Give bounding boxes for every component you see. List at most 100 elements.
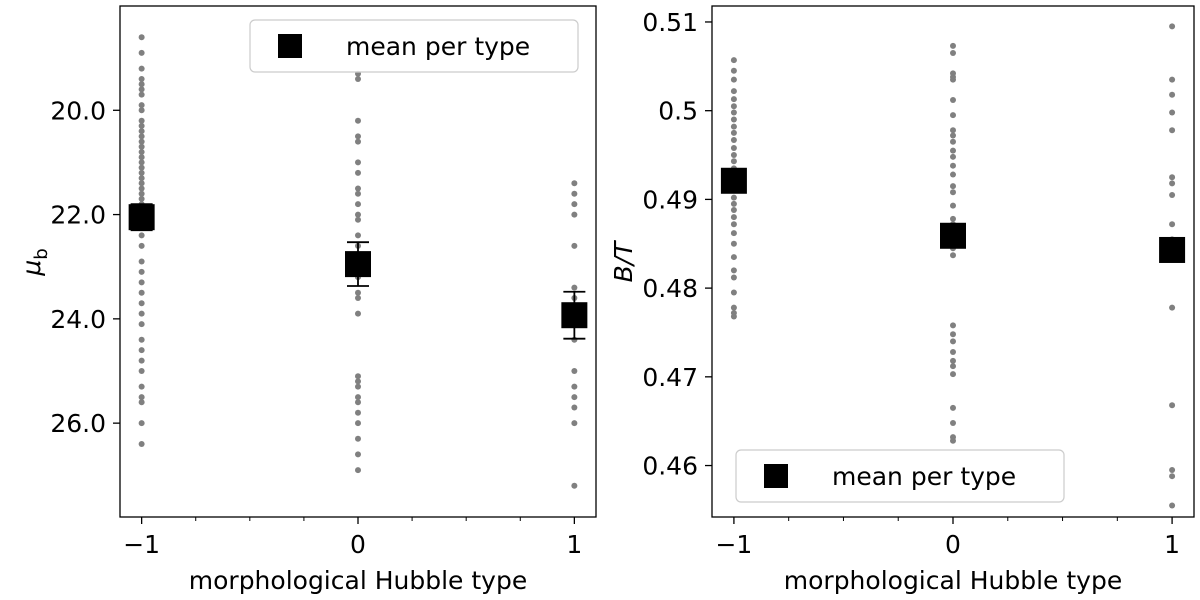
data-point bbox=[138, 242, 145, 249]
y-tick-label: 0.48 bbox=[642, 274, 698, 303]
data-point bbox=[730, 221, 737, 228]
y-axis-label: μb bbox=[17, 248, 52, 276]
mean-marker bbox=[128, 204, 155, 231]
legend-marker bbox=[764, 464, 788, 488]
x-tick-label: 1 bbox=[1164, 530, 1180, 559]
data-point bbox=[730, 200, 737, 207]
data-point bbox=[138, 76, 145, 82]
data-point bbox=[138, 383, 145, 390]
x-axis-label: morphological Hubble type bbox=[189, 566, 527, 595]
data-point bbox=[950, 42, 956, 49]
data-point bbox=[950, 437, 956, 444]
data-point bbox=[571, 482, 578, 489]
data-point bbox=[1169, 221, 1176, 228]
data-point bbox=[571, 420, 578, 427]
x-axis-label: morphological Hubble type bbox=[784, 566, 1122, 595]
y-tick-label: 0.51 bbox=[642, 8, 698, 37]
data-point bbox=[138, 268, 145, 275]
data-point bbox=[355, 310, 361, 317]
data-point bbox=[730, 289, 737, 296]
legend-label: mean per type bbox=[346, 32, 530, 61]
data-point bbox=[730, 109, 737, 116]
data-point bbox=[138, 143, 145, 150]
data-point bbox=[355, 232, 361, 239]
data-point bbox=[355, 409, 361, 416]
data-point bbox=[138, 128, 145, 135]
y-tick-label: 0.47 bbox=[642, 363, 698, 392]
data-point bbox=[355, 117, 361, 124]
data-point bbox=[950, 97, 956, 104]
data-point bbox=[950, 371, 956, 378]
data-point bbox=[138, 195, 145, 202]
legend-marker bbox=[278, 34, 302, 58]
data-point bbox=[355, 378, 361, 385]
data-point bbox=[138, 368, 145, 374]
data-point bbox=[730, 152, 737, 159]
data-point bbox=[355, 373, 361, 380]
legend-frame bbox=[249, 19, 579, 73]
y-axis-label-main: μ bbox=[17, 260, 46, 277]
data-point bbox=[950, 183, 956, 190]
data-point bbox=[730, 254, 737, 261]
y-axis-label-text: B/T bbox=[609, 240, 638, 283]
data-point bbox=[571, 211, 578, 218]
data-point bbox=[730, 240, 737, 247]
data-point bbox=[950, 252, 956, 259]
data-point bbox=[355, 420, 361, 427]
data-point bbox=[950, 348, 956, 355]
y-tick-label: 22.0 bbox=[50, 201, 106, 230]
data-point bbox=[730, 103, 737, 110]
data-point bbox=[950, 338, 956, 345]
data-point bbox=[355, 399, 361, 406]
data-point bbox=[138, 180, 145, 187]
data-point bbox=[950, 132, 956, 139]
mean-marker bbox=[1159, 236, 1186, 263]
data-point bbox=[355, 467, 361, 474]
data-point bbox=[730, 76, 737, 83]
legend-label: mean per type bbox=[832, 462, 1016, 491]
data-point bbox=[138, 232, 145, 239]
data-point bbox=[950, 419, 956, 426]
data-point bbox=[138, 65, 145, 72]
data-point bbox=[571, 180, 578, 187]
data-point bbox=[730, 207, 737, 214]
data-point bbox=[138, 258, 145, 265]
legend: mean per type bbox=[249, 19, 579, 73]
data-point bbox=[730, 116, 737, 123]
left-panel-mu-b: −1 0 1 20.0 22.0 24.0 26.0 morphological Hubble… bbox=[17, 5, 597, 595]
data-point bbox=[571, 383, 578, 390]
data-point bbox=[730, 313, 737, 320]
data-point bbox=[730, 267, 737, 274]
data-point bbox=[138, 49, 145, 56]
data-point bbox=[1169, 76, 1176, 83]
data-point bbox=[138, 336, 145, 343]
data-point bbox=[950, 202, 956, 209]
data-point bbox=[730, 214, 737, 221]
data-point bbox=[138, 159, 145, 166]
y-tick-label: 26.0 bbox=[50, 409, 106, 438]
x-tick-label: −1 bbox=[123, 530, 160, 559]
data-point bbox=[730, 88, 737, 95]
data-point bbox=[138, 279, 145, 286]
y-tick-label: 0.5 bbox=[658, 97, 698, 126]
data-point bbox=[730, 67, 737, 74]
mean-marker bbox=[561, 302, 588, 329]
data-point bbox=[950, 404, 956, 411]
data-point bbox=[138, 347, 145, 354]
data-point bbox=[138, 321, 145, 328]
data-point bbox=[138, 122, 145, 129]
data-point bbox=[730, 144, 737, 151]
data-point bbox=[138, 394, 145, 401]
data-point bbox=[730, 96, 737, 103]
data-point bbox=[355, 451, 361, 458]
data-point bbox=[138, 164, 145, 171]
data-point bbox=[355, 190, 361, 197]
data-point bbox=[138, 175, 145, 182]
data-point bbox=[138, 149, 145, 155]
data-point bbox=[950, 112, 956, 119]
data-point bbox=[138, 441, 145, 447]
data-point bbox=[571, 242, 578, 249]
data-point bbox=[355, 295, 361, 301]
x-tick-label: 0 bbox=[350, 530, 366, 559]
data-point bbox=[571, 284, 578, 291]
